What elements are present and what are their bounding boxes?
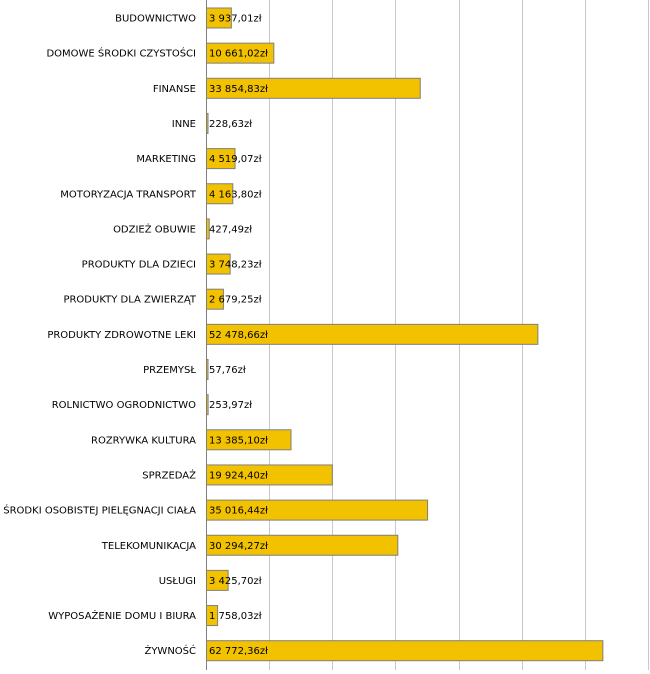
data-label: 57,76zł — [209, 365, 246, 376]
category-label: ŻYWNOŚĆ — [144, 644, 196, 657]
bar — [206, 218, 210, 240]
data-label: 2 679,25zł — [209, 295, 262, 306]
category-label: ODZIEŻ OBUWIE — [113, 222, 196, 235]
data-label: 30 294,27zł — [209, 541, 268, 552]
bar — [206, 569, 229, 591]
data-label: 253,97zł — [209, 400, 252, 411]
category-label: SPRZEDAŻ — [142, 468, 196, 481]
bar — [206, 323, 539, 345]
category-label: MOTORYZACJA TRANSPORT — [60, 189, 197, 200]
data-label: 35 016,44zł — [209, 506, 268, 517]
data-label: 62 772,36zł — [209, 646, 268, 657]
data-label: 1 758,03zł — [209, 611, 262, 622]
data-label: 427,49zł — [209, 224, 252, 235]
category-label: ŚRODKI OSOBISTEJ PIELĘGNACJI CIAŁA — [3, 504, 196, 517]
bar — [206, 183, 234, 205]
category-label: MARKETING — [136, 154, 196, 165]
bar — [206, 429, 292, 451]
category-label: WYPOSAŻENIE DOMU I BIURA — [48, 609, 196, 622]
bar — [206, 7, 232, 29]
bar — [206, 605, 219, 627]
data-label: 52 478,66zł — [209, 330, 268, 341]
bar — [206, 77, 421, 99]
data-label: 10 661,02zł — [209, 49, 268, 60]
category-label: ROLNICTWO OGRODNICTWO — [52, 400, 196, 411]
data-label: 3 748,23zł — [209, 260, 262, 271]
data-label: 19 924,40zł — [209, 470, 268, 481]
data-label: 3 425,70zł — [209, 576, 262, 587]
category-label: PRZEMYSŁ — [143, 365, 196, 376]
bar — [206, 394, 209, 416]
bar — [206, 640, 604, 662]
bar — [206, 148, 236, 170]
category-label: BUDOWNICTWO — [115, 14, 196, 25]
category-label: DOMOWE ŚRODKI CZYSTOŚCI — [46, 47, 196, 60]
data-label: 3 937,01zł — [209, 14, 262, 25]
data-label: 4 519,07zł — [209, 154, 262, 165]
bar — [206, 464, 333, 486]
category-label: ROZRYWKA KULTURA — [91, 435, 196, 446]
category-label: FINANSE — [153, 84, 196, 95]
data-label: 228,63zł — [209, 119, 252, 130]
bar — [206, 499, 429, 521]
data-label: 13 385,10zł — [209, 435, 268, 446]
bar — [206, 112, 209, 134]
bar — [206, 42, 275, 64]
category-label: PRODUKTY DLA DZIECI — [82, 260, 196, 271]
category-label: USŁUGI — [159, 576, 196, 587]
category-label: INNE — [172, 119, 196, 130]
bar — [206, 288, 224, 310]
category-label: PRODUKTY DLA ZWIERZĄT — [63, 295, 196, 306]
category-label: TELEKOMUNIKACJA — [101, 541, 196, 552]
bar — [206, 253, 231, 275]
data-label: 4 163,80zł — [209, 189, 262, 200]
category-label: PRODUKTY ZDROWOTNE LEKI — [47, 330, 196, 341]
bar — [206, 359, 209, 380]
data-label: 33 854,83zł — [209, 84, 268, 95]
bar — [206, 534, 399, 556]
